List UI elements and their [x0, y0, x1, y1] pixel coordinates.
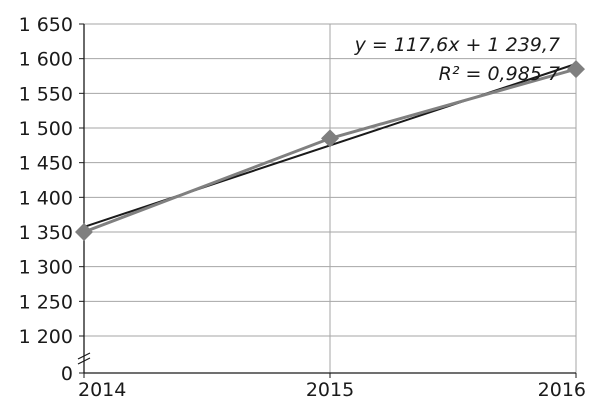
y-tick-label: 1 550 — [19, 83, 73, 105]
equation-layer: y = 117,6x + 1 239,7 R² = 0,985 7 — [354, 34, 560, 85]
x-tick-label: 2014 — [78, 379, 126, 401]
axis-break-mark — [77, 357, 91, 365]
y-tick-label: 1 250 — [19, 291, 73, 313]
y-tick-label: 1 350 — [19, 222, 73, 244]
y-tick-label: 1 600 — [19, 49, 73, 71]
data-point-marker — [321, 129, 339, 148]
y-tick-label: 1 450 — [19, 153, 73, 175]
y-tick-label: 1 400 — [19, 187, 73, 209]
y-tick-label: 1 650 — [19, 14, 73, 36]
x-tick-label: 2016 — [538, 379, 586, 401]
x-tick-label: 2015 — [306, 379, 354, 401]
series-layer — [75, 60, 585, 241]
axis-layer — [77, 23, 577, 378]
grid-layer — [84, 23, 577, 373]
data-point-marker — [75, 223, 93, 241]
y-tick-label: 0 — [61, 363, 73, 385]
data-point-marker — [567, 60, 585, 79]
trendline-r2-label: R² = 0,985 7 — [439, 63, 560, 85]
tick-label-layer: 0 1 200 1 250 1 300 1 350 1 400 1 450 1 500 1 55… — [19, 14, 586, 401]
trendline-equation-label: y = 117,6x + 1 239,7 — [354, 34, 560, 56]
y-tick-label: 1 500 — [19, 118, 73, 140]
y-tick-label: 1 300 — [19, 257, 73, 279]
axis-break-mark — [77, 352, 91, 360]
y-tick-label: 1 200 — [19, 326, 73, 348]
